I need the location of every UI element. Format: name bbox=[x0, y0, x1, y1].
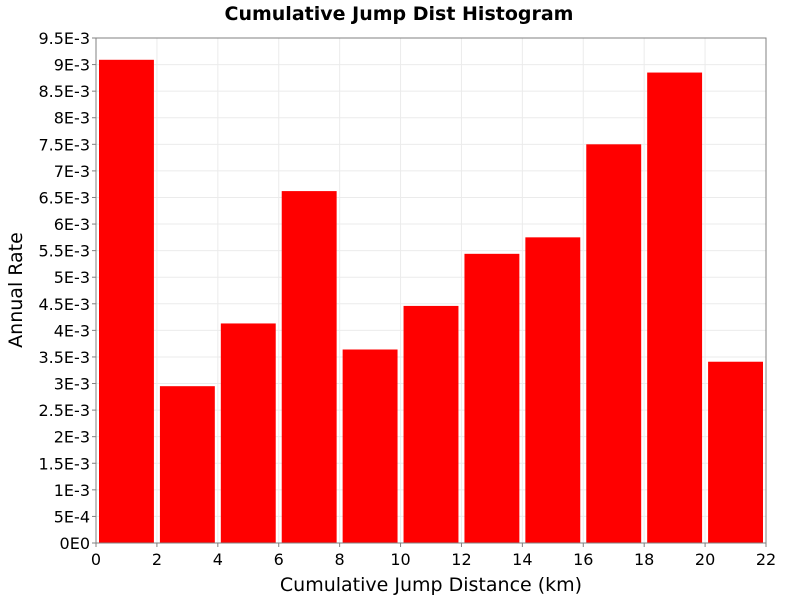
y-tick-label: 1.5E-3 bbox=[38, 454, 90, 473]
y-tick-label: 0E0 bbox=[60, 534, 90, 553]
y-tick-label: 5E-3 bbox=[54, 268, 90, 287]
x-tick-label: 22 bbox=[756, 550, 776, 569]
x-tick-label: 14 bbox=[512, 550, 532, 569]
x-axis-title: Cumulative Jump Distance (km) bbox=[280, 574, 582, 596]
histogram-bar bbox=[220, 323, 276, 543]
bars bbox=[99, 59, 763, 544]
y-tick-label: 8E-3 bbox=[54, 109, 90, 128]
histogram-bar bbox=[647, 72, 703, 543]
y-axis-ticks: 0E0 5E-4 1E-3 1.5E-3 2E-3 2.5E-3 3E-3 3.5E-3 4E-… bbox=[38, 29, 96, 553]
y-tick-label: 4.5E-3 bbox=[38, 295, 90, 314]
x-tick-label: 18 bbox=[634, 550, 654, 569]
y-axis-title: Annual Rate bbox=[5, 232, 27, 348]
chart-title: Cumulative Jump Dist Histogram bbox=[225, 3, 574, 25]
y-tick-label: 2E-3 bbox=[54, 428, 90, 447]
histogram-bar bbox=[464, 253, 520, 544]
y-tick-label: 8.5E-3 bbox=[38, 82, 90, 101]
y-tick-label: 9.5E-3 bbox=[38, 29, 90, 48]
y-tick-label: 7E-3 bbox=[54, 162, 90, 181]
y-tick-label: 1E-3 bbox=[54, 481, 90, 500]
histogram-bar bbox=[525, 237, 581, 543]
x-tick-label: 4 bbox=[213, 550, 223, 569]
x-axis-ticks: 0 2 4 6 8 10 12 14 16 18 20 22 bbox=[91, 543, 776, 569]
x-tick-label: 8 bbox=[335, 550, 345, 569]
x-tick-label: 0 bbox=[91, 550, 101, 569]
y-tick-label: 9E-3 bbox=[54, 56, 90, 75]
y-tick-label: 2.5E-3 bbox=[38, 401, 90, 420]
x-tick-label: 20 bbox=[695, 550, 715, 569]
histogram-bar bbox=[586, 144, 642, 543]
x-tick-label: 2 bbox=[152, 550, 162, 569]
y-tick-label: 3.5E-3 bbox=[38, 348, 90, 367]
y-tick-label: 3E-3 bbox=[54, 375, 90, 394]
y-tick-label: 6.5E-3 bbox=[38, 188, 90, 207]
histogram-bar bbox=[403, 305, 459, 543]
plot-frame bbox=[95, 37, 767, 544]
x-tick-label: 16 bbox=[573, 550, 593, 569]
y-tick-label: 6E-3 bbox=[54, 215, 90, 234]
histogram-bar bbox=[708, 361, 763, 543]
histogram-bar bbox=[342, 349, 398, 543]
histogram-bar bbox=[159, 386, 215, 543]
x-tick-label: 12 bbox=[451, 550, 471, 569]
y-tick-label: 7.5E-3 bbox=[38, 135, 90, 154]
y-tick-label: 5.5E-3 bbox=[38, 242, 90, 261]
x-tick-label: 6 bbox=[274, 550, 284, 569]
y-tick-label: 4E-3 bbox=[54, 321, 90, 340]
x-tick-label: 10 bbox=[390, 550, 410, 569]
histogram-bar bbox=[281, 191, 337, 544]
y-tick-label: 5E-4 bbox=[54, 507, 90, 526]
histogram-bar bbox=[99, 59, 154, 543]
